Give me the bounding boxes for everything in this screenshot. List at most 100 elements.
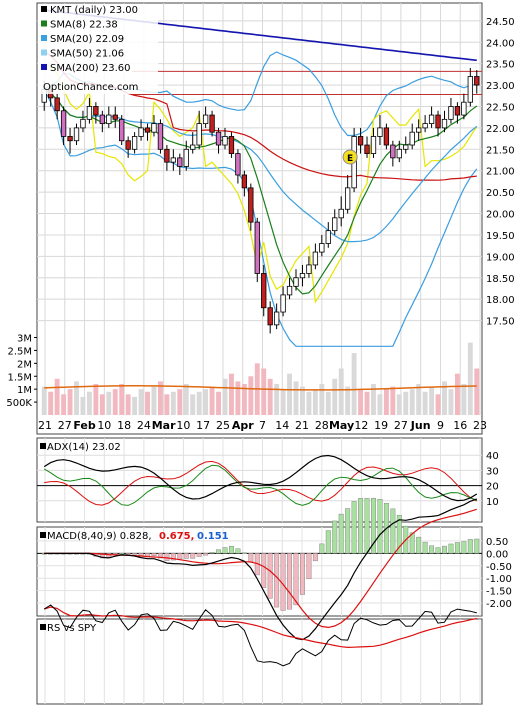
volume-bar xyxy=(306,391,312,415)
x-tick-label: 24 xyxy=(137,419,151,432)
volume-bar xyxy=(435,394,441,415)
candle-body xyxy=(138,127,144,137)
candle-body xyxy=(299,273,306,279)
macd-histogram-bar xyxy=(183,553,189,559)
macd-histogram-bar xyxy=(325,530,331,554)
candle-body xyxy=(383,127,390,146)
candle-body xyxy=(267,307,273,326)
macd-swatch xyxy=(40,532,46,538)
legend-label: SMA(200) 23.60 xyxy=(50,63,131,74)
volume-average-line xyxy=(44,385,477,391)
x-tick-label: Jun xyxy=(410,419,431,432)
adx-line xyxy=(43,454,478,502)
candle-body xyxy=(344,187,351,210)
volume-bar xyxy=(170,391,176,415)
candle-body xyxy=(325,230,331,244)
candle-body xyxy=(312,251,319,266)
x-tick-label: 14 xyxy=(275,419,289,432)
macd-histogram-bar xyxy=(287,553,293,610)
candle-body xyxy=(261,273,267,309)
volume-bar xyxy=(125,394,131,415)
x-tick-label: Feb xyxy=(73,419,96,432)
volume-bar xyxy=(454,373,460,415)
volume-bar xyxy=(396,394,402,415)
volume-bar xyxy=(448,389,454,415)
macd-histogram-bar xyxy=(261,553,267,588)
candle-body xyxy=(170,157,177,163)
macd-histogram-bar xyxy=(125,553,131,555)
macd-histogram-bar xyxy=(248,553,254,562)
macd-histogram-bar xyxy=(164,553,170,561)
macd-histogram-bar xyxy=(228,545,234,554)
candle-body xyxy=(183,148,189,167)
volume-bar xyxy=(442,381,447,415)
legend-swatch xyxy=(41,20,47,27)
candle-body xyxy=(99,114,105,125)
volume-bar xyxy=(203,389,209,415)
macd-histogram-bar xyxy=(319,543,325,554)
candle-body xyxy=(196,123,202,146)
volume-bar xyxy=(422,391,428,415)
x-tick-label: 7 xyxy=(259,419,266,432)
candle-body xyxy=(235,153,241,176)
volume-bar xyxy=(80,396,86,415)
candle-body xyxy=(73,127,80,142)
volume-tick-label: 1M xyxy=(17,385,32,396)
macd-histogram-bar xyxy=(448,543,454,554)
candle-body xyxy=(332,217,338,232)
macd-histogram-bar xyxy=(216,549,221,554)
volume-bar xyxy=(93,384,99,415)
rs-label: RS vs SPY xyxy=(47,623,97,634)
candle-body xyxy=(106,114,112,125)
legend-label: SMA(50) 21.06 xyxy=(50,49,124,60)
candle-body xyxy=(377,127,383,137)
volume-bar xyxy=(409,389,415,415)
price-tick-label: 17.50 xyxy=(486,317,515,328)
macd-histogram-bar xyxy=(306,553,312,580)
candle-body xyxy=(454,106,461,116)
legend-box xyxy=(38,4,158,94)
volume-bar xyxy=(416,384,422,415)
volume-bar xyxy=(280,389,286,415)
x-tick-label: May xyxy=(329,419,354,432)
volume-bar xyxy=(248,376,254,415)
x-tick-label: Mar xyxy=(152,419,176,432)
macd-histogram-bar xyxy=(222,547,228,554)
macd-signal-line xyxy=(44,508,477,629)
volume-bar xyxy=(132,396,138,415)
price-tick-label: 21.50 xyxy=(486,145,515,156)
candle-body xyxy=(286,285,293,296)
candle-body xyxy=(435,114,441,129)
rs-line xyxy=(43,604,477,667)
volume-bar xyxy=(177,389,183,415)
macd-histogram-bar xyxy=(377,498,383,554)
price-tick-label: 23.00 xyxy=(486,81,515,92)
macd-tick-label: -1.00 xyxy=(486,574,512,585)
volume-bar xyxy=(41,386,47,415)
candle-body xyxy=(202,114,209,125)
macd-histogram-bar xyxy=(351,501,357,554)
macd-histogram-bar xyxy=(267,553,273,599)
legend-swatch xyxy=(41,6,47,12)
candle-body xyxy=(319,243,325,253)
macd-histogram-bar xyxy=(435,547,441,554)
macd-histogram-bar xyxy=(119,552,125,555)
price-tick-label: 22.00 xyxy=(486,124,515,135)
x-tick-label: 18 xyxy=(117,419,131,432)
volume-bar xyxy=(287,373,293,415)
volume-bar xyxy=(74,381,79,415)
legend-label: SMA(8) 22.38 xyxy=(50,20,118,31)
candle-body xyxy=(306,264,312,274)
macd-histogram-bar xyxy=(241,552,247,554)
volume-tick-label: 2.5M xyxy=(7,346,32,357)
macd-histogram-bar xyxy=(442,545,447,554)
macd-histogram-bar xyxy=(177,553,183,560)
volume-bar xyxy=(241,384,247,415)
volume-bar xyxy=(429,386,435,415)
candle-body xyxy=(254,221,260,274)
macd-histogram-bar xyxy=(312,553,318,562)
macd-histogram-bar xyxy=(345,508,351,554)
candle-body xyxy=(67,136,73,142)
volume-bar xyxy=(183,384,189,415)
candle-body xyxy=(54,97,60,112)
